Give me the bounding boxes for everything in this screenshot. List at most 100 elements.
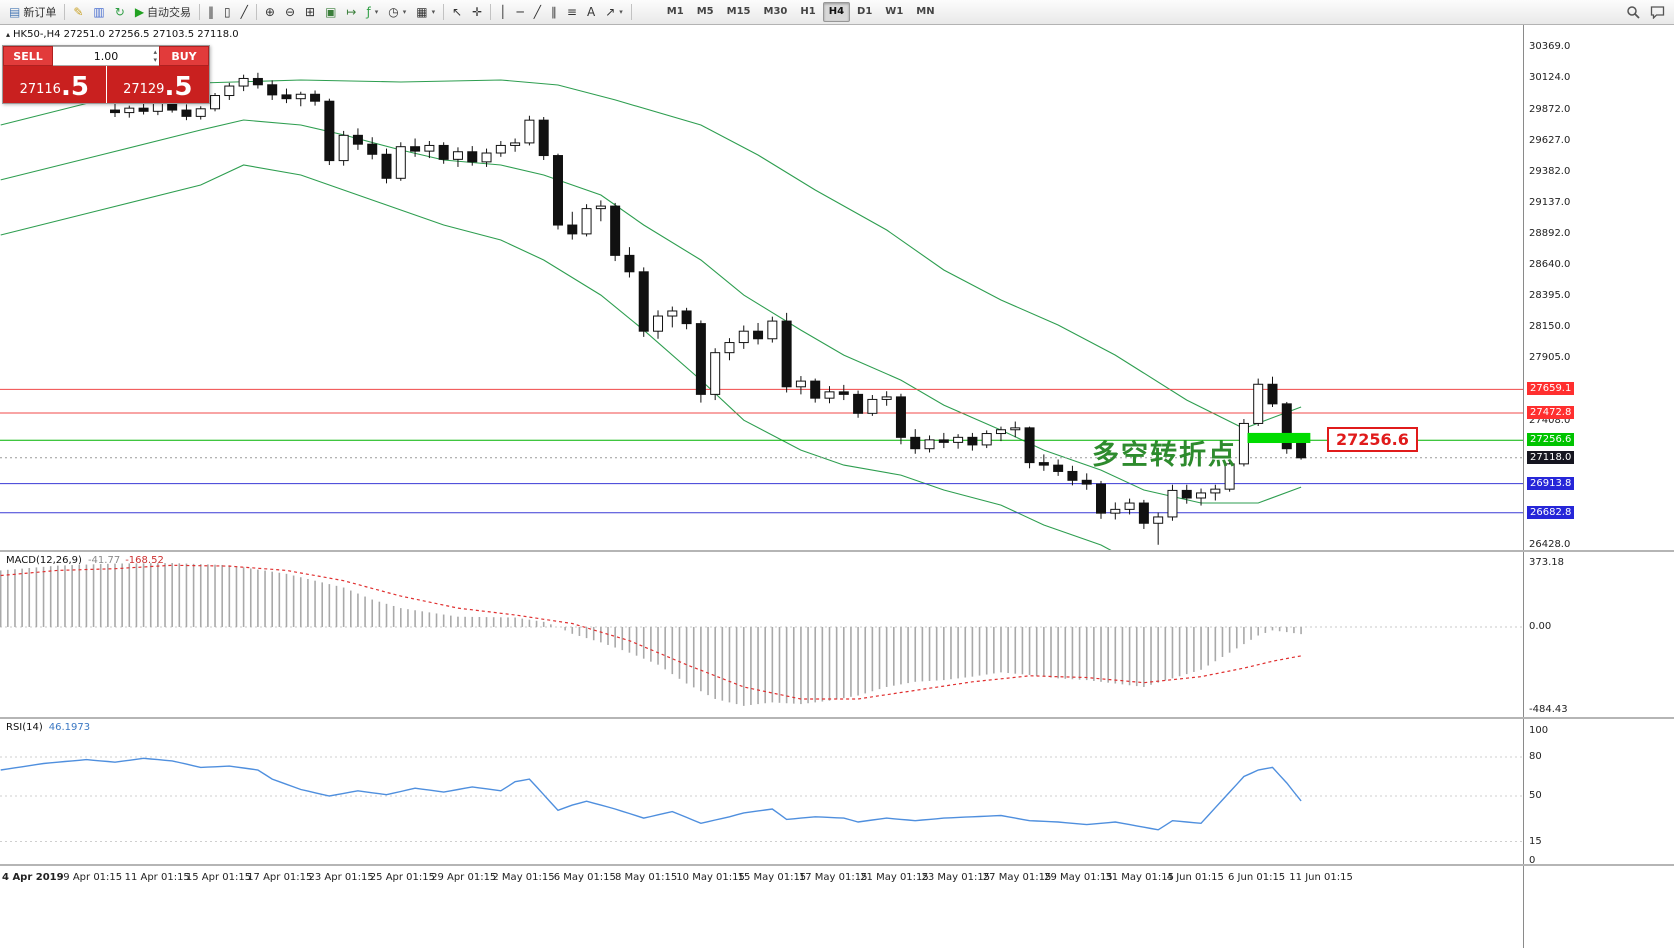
time-axis-label: 11 Jun 01:15 <box>1289 872 1353 883</box>
new-order-button-label: 新订单 <box>23 6 57 19</box>
zoom-in-icon: ⊕ <box>264 5 275 19</box>
macd-indicator-panel[interactable] <box>0 552 1523 719</box>
fibonacci-button[interactable]: ≡ <box>562 1 582 23</box>
candles-group <box>110 72 1307 545</box>
timeframe-m15-button[interactable]: M15 <box>726 6 751 17</box>
time-axis-label: 17 May 01:15 <box>798 872 868 883</box>
tile-windows-button[interactable]: ⊞ <box>300 1 320 23</box>
channel-button[interactable]: ∥ <box>546 1 562 23</box>
autotrading-button[interactable]: ▶ 自动交易 <box>130 1 196 23</box>
price-axis[interactable]: 30369.0 30124.0 29872.0 29627.0 29382.0 29137… <box>1523 25 1674 948</box>
time-axis-label: 6 Jun 01:15 <box>1228 872 1286 883</box>
text-button[interactable]: A <box>582 1 600 23</box>
metaeditor-button[interactable]: ✎ <box>68 1 88 23</box>
panel-splitter[interactable] <box>0 717 1674 719</box>
volume-value[interactable]: 1.00 <box>93 49 119 63</box>
rsi-indicator-panel[interactable] <box>0 719 1523 866</box>
timeframe-h1-button[interactable]: H1 <box>800 6 816 17</box>
rsi-name: RSI(14) <box>6 722 43 733</box>
price-axis-label: 29872.0 <box>1529 103 1571 115</box>
market-watch-button[interactable]: ▥ <box>88 1 109 23</box>
macd-main-value: -41.77 <box>87 555 121 566</box>
spinner-up-icon[interactable]: ▴ <box>153 48 157 56</box>
bid-price-badge: 27118.0 <box>1527 450 1575 464</box>
chart-icon: ▴ <box>6 30 11 39</box>
volume-stepper[interactable]: 1.00 ▴ ▾ <box>53 46 159 66</box>
time-axis[interactable]: 4 Apr 2019 9 Apr 01:15 11 Apr 01:15 15 Apr … <box>0 866 1523 890</box>
time-axis-label: 6 May 01:15 <box>553 872 616 883</box>
timeframe-d1-button[interactable]: D1 <box>857 6 873 17</box>
price-axis-label: 27905.0 <box>1529 352 1571 364</box>
line-chart-button[interactable]: ╱ <box>236 1 253 23</box>
macd-axis-label: -484.43 <box>1529 704 1568 715</box>
spinner-down-icon[interactable]: ▾ <box>153 56 157 64</box>
timeframe-m30-button[interactable]: M30 <box>763 6 788 17</box>
sell-price-box[interactable]: 27116.5 <box>3 66 106 103</box>
indicators-button[interactable]: ƒ ▾ <box>361 1 383 23</box>
bollinger-bands <box>0 79 1302 552</box>
toolbar-buttons: ▤ 新订单 ✎ ▥ ↻ ▶ 自动交易 ‖ ▯ ╱ ⊕ ⊖ ⊞ ▣ ↦ ƒ ▾ ◷ ▾ ▦ ▾ ↖ ✛ │ ─ ╱ ∥ ≡ A ↗ ▾ <box>4 1 635 23</box>
horizontal-line-button[interactable]: ─ <box>511 1 528 23</box>
timeframe-w1-button[interactable]: W1 <box>885 6 904 17</box>
crosshair-button[interactable]: ✛ <box>467 1 487 23</box>
price-axis-label: 27408.0 <box>1529 415 1571 427</box>
toolbar: ▤ 新订单 ✎ ▥ ↻ ▶ 自动交易 ‖ ▯ ╱ ⊕ ⊖ ⊞ ▣ ↦ ƒ ▾ ◷ ▾ ▦ ▾ ↖ ✛ │ ─ ╱ ∥ ≡ A ↗ ▾ M1 M… <box>0 0 1674 25</box>
time-axis-label: 11 Apr 01:15 <box>124 872 190 883</box>
timeframe-h4-button[interactable]: H4 <box>822 2 851 22</box>
arrows-button[interactable]: ↗ ▾ <box>600 1 628 23</box>
autotrading-icon: ▶ <box>134 5 145 19</box>
candlestick-chart-button[interactable]: ▯ <box>219 1 236 23</box>
bar-chart-button[interactable]: ‖ <box>203 1 219 23</box>
price-axis-label: 28395.0 <box>1529 290 1571 302</box>
buy-price-box[interactable]: 27129.5 <box>106 66 209 103</box>
timeframe-m5-button[interactable]: M5 <box>696 6 714 17</box>
tile-windows-icon: ⊞ <box>305 5 316 19</box>
arrange-charts-button[interactable]: ▣ <box>320 1 341 23</box>
chat-button[interactable] <box>1645 1 1670 23</box>
new-order-button[interactable]: ▤ 新订单 <box>4 1 61 23</box>
time-axis-label: 9 Apr 01:15 <box>63 872 123 883</box>
time-axis-label: 27 May 01:15 <box>982 872 1052 883</box>
chart-workspace: 30369.0 30124.0 29872.0 29627.0 29382.0 29137… <box>0 25 1674 948</box>
buy-button[interactable]: BUY <box>159 46 209 66</box>
zoom-in-button[interactable]: ⊕ <box>260 1 280 23</box>
refresh-button[interactable]: ↻ <box>110 1 130 23</box>
trendline-button[interactable]: ╱ <box>529 1 546 23</box>
timeframe-mn-button[interactable]: MN <box>916 6 935 17</box>
dropdown-caret-icon: ▾ <box>619 8 623 16</box>
price-axis-label: 30369.0 <box>1529 41 1571 52</box>
cursor-button[interactable]: ↖ <box>447 1 467 23</box>
timeframe-m1-button[interactable]: M1 <box>666 6 684 17</box>
panel-splitter[interactable] <box>0 550 1674 552</box>
price-chart[interactable] <box>0 25 1523 552</box>
auto-scroll-button[interactable]: ↦ <box>341 1 361 23</box>
text-icon: A <box>586 5 596 19</box>
time-axis-label: 25 Apr 01:15 <box>369 872 435 883</box>
zoom-out-icon: ⊖ <box>284 5 296 19</box>
price-level-badge: 26682.8 <box>1527 505 1575 519</box>
panel-splitter[interactable] <box>0 864 1674 866</box>
price-axis-label: 29382.0 <box>1529 165 1571 177</box>
volume-spinner[interactable]: ▴ ▾ <box>153 48 157 64</box>
macd-axis-label: 0.00 <box>1529 620 1552 632</box>
channel-icon: ∥ <box>550 5 557 19</box>
search-icon <box>1627 6 1640 19</box>
periods-button[interactable]: ◷ ▾ <box>383 1 411 23</box>
one-click-trading-panel: SELL 1.00 ▴ ▾ BUY 27116.5 27129.5 <box>2 45 210 104</box>
price-level-badge: 27256.6 <box>1527 433 1575 447</box>
search-button[interactable] <box>1621 1 1645 23</box>
sell-price-main: 27116 <box>19 82 61 97</box>
rsi-label: RSI(14) 46.1973 <box>6 722 90 733</box>
sell-button[interactable]: SELL <box>3 46 53 66</box>
sell-price-frac: .5 <box>60 72 89 102</box>
cursor-icon: ↖ <box>452 5 463 19</box>
templates-button[interactable]: ▦ ▾ <box>411 1 440 23</box>
time-axis-label: 29 May 01:15 <box>1044 872 1113 883</box>
zoom-out-button[interactable]: ⊖ <box>280 1 300 23</box>
toolbar-separator <box>443 4 445 20</box>
vertical-line-button[interactable]: │ <box>494 1 511 23</box>
time-axis-label: 15 May 01:15 <box>737 872 807 883</box>
buy-price-frac: .5 <box>164 72 193 102</box>
toolbar-separator <box>490 4 492 20</box>
